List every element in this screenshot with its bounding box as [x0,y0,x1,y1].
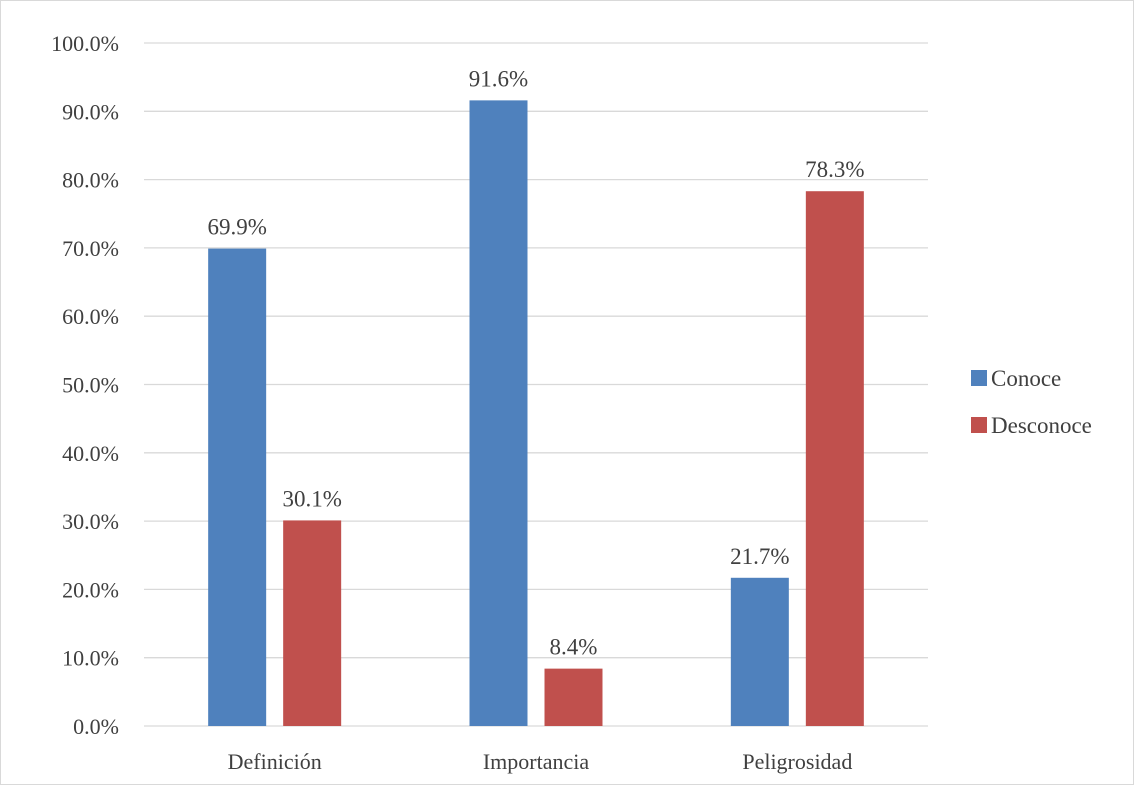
y-tick-label: 30.0% [62,509,119,534]
bar-conoce-3 [730,577,789,726]
bar-desconoce-3 [805,191,864,726]
bar-conoce-1 [208,248,267,726]
category-label: Definición [228,749,322,774]
y-tick-label: 80.0% [62,168,119,193]
data-label: 21.7% [730,544,789,569]
y-tick-label: 40.0% [62,441,119,466]
legend-swatch-desconoce [971,417,987,433]
data-label: 69.9% [207,215,266,240]
data-label: 30.1% [282,486,341,511]
legend: Conoce Desconoce [971,366,1092,438]
y-tick-label: 90.0% [62,99,119,124]
bar-conoce-2 [469,100,528,726]
data-labels: 69.9% 30.1% 91.6% 8.4% 21.7% 78.3% [207,66,864,659]
y-axis-tick-labels: 0.0% 10.0% 20.0% 30.0% 40.0% 50.0% 60.0% 70.0% 8… [51,31,119,739]
y-tick-label: 50.0% [62,373,119,398]
y-tick-label: 10.0% [62,646,119,671]
data-label: 78.3% [805,157,864,182]
y-tick-label: 100.0% [51,31,119,56]
y-tick-label: 60.0% [62,304,119,329]
y-tick-label: 0.0% [73,714,119,739]
legend-swatch-conoce [971,370,987,386]
bar-desconoce-1 [283,520,342,726]
category-label: Importancia [483,749,590,774]
y-tick-label: 20.0% [62,577,119,602]
bars [208,100,864,726]
bar-desconoce-2 [544,668,603,726]
legend-label-desconoce: Desconoce [991,413,1092,438]
y-tick-label: 70.0% [62,236,119,261]
category-label: Peligrosidad [742,749,852,774]
legend-label-conoce: Conoce [991,366,1061,391]
data-label: 8.4% [550,635,598,660]
data-label: 91.6% [469,66,528,91]
gridlines [144,42,928,727]
x-axis-category-labels: Definición Importancia Peligrosidad [228,749,853,774]
